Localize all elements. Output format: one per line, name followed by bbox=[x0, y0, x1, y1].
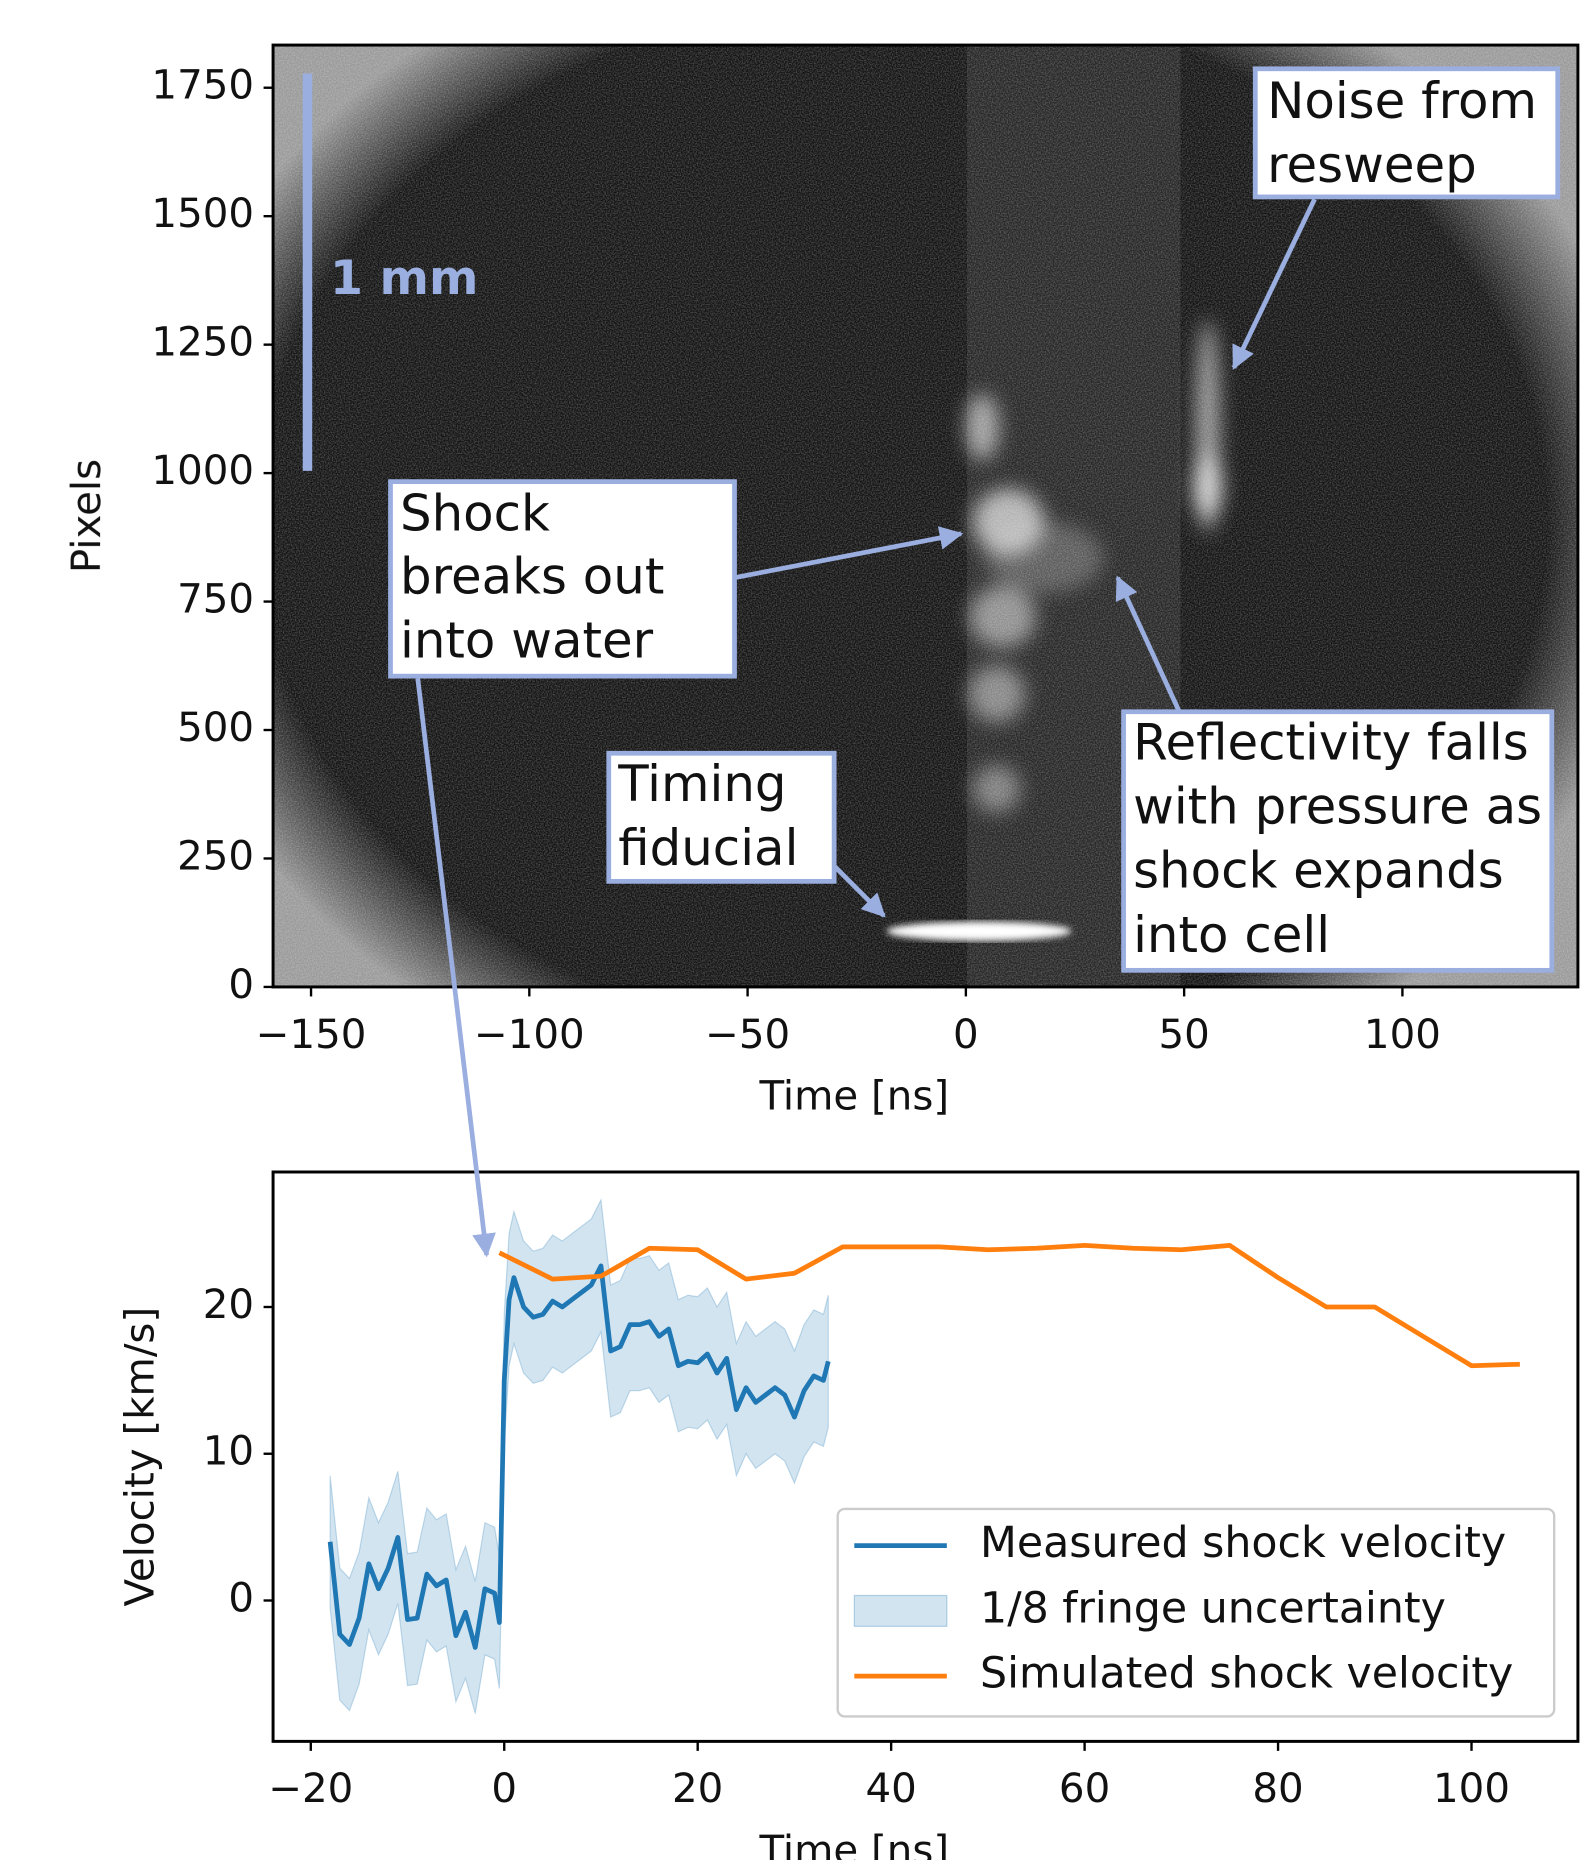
annotation-text: with pressure as bbox=[1133, 778, 1542, 836]
y-tick-label: 1250 bbox=[151, 319, 254, 366]
annotation-text: fiducial bbox=[618, 819, 798, 877]
legend-swatch bbox=[853, 1594, 948, 1627]
annotation-text: Noise from bbox=[1267, 72, 1537, 130]
annotation-text: Shock bbox=[400, 485, 550, 543]
legend-label: Measured shock velocity bbox=[980, 1518, 1506, 1568]
x-tick-label: 100 bbox=[1433, 1765, 1510, 1812]
y-tick-label: 1500 bbox=[151, 190, 254, 237]
legend-box bbox=[836, 1507, 1556, 1718]
x-tick-label: −20 bbox=[268, 1765, 353, 1812]
annotation-text: into cell bbox=[1133, 906, 1330, 964]
annotation-box bbox=[1121, 709, 1555, 973]
y-tick-label: 500 bbox=[177, 704, 254, 751]
annotation-box bbox=[388, 479, 737, 679]
annotation-text: into water bbox=[400, 612, 654, 670]
annotation-arrow bbox=[1115, 575, 1182, 713]
annotation-text: shock expands bbox=[1133, 842, 1504, 900]
annotation-text: breaks out bbox=[400, 548, 664, 606]
annotation-text: Reflectivity falls bbox=[1133, 714, 1529, 772]
y-axis-title: Pixels bbox=[63, 459, 110, 573]
x-tick-label: 100 bbox=[1364, 1011, 1441, 1058]
y-tick-label: 1000 bbox=[151, 447, 254, 494]
series-line bbox=[327, 1263, 831, 1650]
axes-frame bbox=[271, 1170, 1580, 1743]
y-axis-title: Velocity [km/s] bbox=[117, 1307, 164, 1607]
annotation-arrow bbox=[832, 864, 886, 918]
x-tick-label: −50 bbox=[705, 1011, 790, 1058]
plot-area bbox=[327, 1197, 1520, 1714]
annotation-arrow bbox=[734, 526, 964, 581]
x-tick-label: −100 bbox=[474, 1011, 585, 1058]
annotation-text: Timing bbox=[617, 755, 786, 813]
y-tick-label: 1750 bbox=[151, 62, 254, 109]
annotation-arrow bbox=[1231, 198, 1317, 370]
legend-label: 1/8 fringe uncertainty bbox=[980, 1583, 1446, 1633]
axes-frame bbox=[271, 43, 1580, 989]
y-tick-label: 750 bbox=[177, 576, 254, 623]
annotation-box bbox=[606, 750, 837, 884]
y-tick-label: 0 bbox=[228, 1574, 254, 1621]
x-axis-title: Time [ns] bbox=[759, 1072, 950, 1119]
annotation-box bbox=[1252, 66, 1561, 200]
annotation-text: resweep bbox=[1267, 136, 1477, 194]
x-tick-label: 60 bbox=[1059, 1765, 1110, 1812]
annotations: Noise from resweep Shock breaks out into… bbox=[388, 66, 1561, 1258]
x-tick-label: 40 bbox=[865, 1765, 916, 1812]
y-tick-label: 250 bbox=[177, 832, 254, 879]
y-tick-label: 0 bbox=[228, 961, 254, 1008]
y-tick-label: 10 bbox=[203, 1428, 254, 1475]
y-tick-label: 20 bbox=[203, 1281, 254, 1328]
legend-label: Simulated shock velocity bbox=[980, 1649, 1513, 1699]
scale-bar-label: 1 mm bbox=[330, 251, 478, 306]
series-line bbox=[498, 1242, 1520, 1369]
x-tick-label: 0 bbox=[953, 1011, 979, 1058]
x-tick-label: −150 bbox=[256, 1011, 367, 1058]
x-tick-label: 50 bbox=[1158, 1011, 1209, 1058]
x-tick-label: 0 bbox=[491, 1765, 517, 1812]
x-axis-title: Time [ns] bbox=[759, 1827, 950, 1860]
x-tick-label: 80 bbox=[1252, 1765, 1303, 1812]
annotation-arrow bbox=[415, 678, 496, 1258]
x-tick-label: 20 bbox=[672, 1765, 723, 1812]
